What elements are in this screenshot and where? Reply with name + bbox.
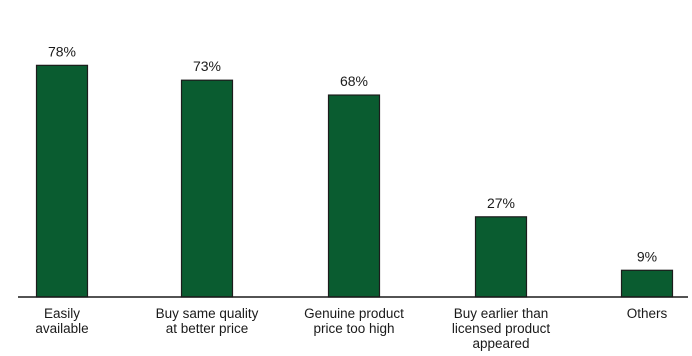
bar-4 [620, 269, 674, 298]
category-label-0-line-0: Easily [44, 306, 80, 321]
category-label-2: Genuine product price too high [304, 306, 404, 336]
value-label-3: 27% [487, 195, 515, 211]
labels-layer: 78% Easily available 73% Buy same quality at … [35, 43, 667, 351]
category-label-2-line-1: price too high [313, 321, 394, 336]
category-label-1: Buy same quality at better price [156, 306, 259, 336]
category-label-3: Buy earlier than licensed product appeared [452, 306, 551, 351]
bar-1 [180, 79, 234, 298]
category-label-3-line-2: appeared [472, 336, 529, 351]
value-label-1: 73% [193, 58, 221, 74]
value-label-4: 9% [637, 248, 657, 264]
category-label-4-line-0: Others [627, 306, 668, 321]
value-label-0: 78% [48, 43, 76, 59]
category-label-1-line-1: at better price [166, 321, 249, 336]
category-label-3-line-0: Buy earlier than [454, 306, 549, 321]
category-label-4: Others [627, 306, 668, 321]
bar-3 [474, 216, 528, 298]
category-label-3-line-1: licensed product [452, 321, 551, 336]
category-label-0-line-1: available [35, 321, 88, 336]
bars-layer [35, 64, 674, 298]
category-label-1-line-0: Buy same quality [156, 306, 259, 321]
bar-0 [35, 64, 89, 298]
category-label-2-line-0: Genuine product [304, 306, 404, 321]
value-label-2: 68% [340, 73, 368, 89]
bar-2 [327, 94, 381, 298]
category-label-0: Easily available [35, 306, 88, 336]
